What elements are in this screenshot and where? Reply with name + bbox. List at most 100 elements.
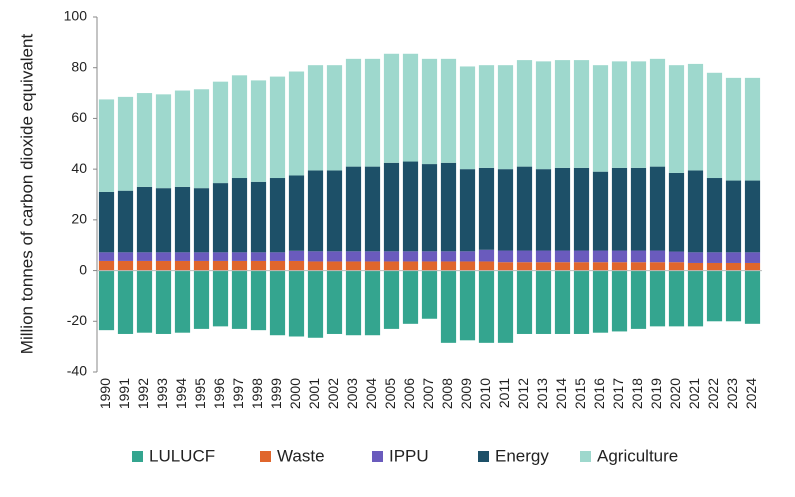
y-tick-label: 80 [71,58,87,74]
bar-segment [307,170,324,252]
bar-segment [136,93,153,187]
bar-segment [516,60,533,167]
bar-segment [98,191,115,253]
y-tick-label: -40 [67,363,87,379]
x-tick-label: 2007 [420,378,436,409]
y-tick-label: 60 [71,109,87,125]
bar-segment [136,252,153,261]
x-tick-label: 2024 [743,378,759,409]
x-tick-label: 2002 [325,378,341,409]
bar-segment [554,270,571,334]
bar-segment [611,262,628,271]
x-tick-label: 2011 [496,378,512,408]
legend-label: Agriculture [597,446,678,465]
bar-segment [649,58,666,167]
bar-segment [440,270,457,343]
bar-segment [383,53,400,163]
bar-segment [307,270,324,338]
bar-segment [250,252,267,261]
bar-segment [402,270,419,324]
bar-segment [649,262,666,271]
bar-segment [174,260,191,271]
bar-segment [459,251,476,262]
bar-segment [345,251,362,262]
bar-segment [98,99,115,192]
bar-segment [554,250,571,263]
bar-segment [668,262,685,271]
bar-segment [155,252,172,261]
bar-segment [611,61,628,168]
bar-segment [687,170,704,253]
x-tick-label: 2021 [686,378,702,409]
bar-segment [497,169,514,251]
bar-segment [440,162,457,252]
x-tick-label: 2014 [553,378,569,409]
bar-segment [231,75,248,179]
bar-segment [649,250,666,263]
bar-segment [535,250,552,263]
y-tick-label: 0 [79,261,87,277]
bar-segment [402,53,419,162]
bar-segment [630,270,647,329]
bar-segment [497,270,514,343]
x-tick-label: 2010 [477,378,493,409]
bar-segment [440,251,457,262]
x-tick-label: 2006 [401,378,417,409]
bar-segment [649,270,666,327]
bar-segment [364,270,381,336]
bar-segment [687,63,704,171]
bar-segment [611,270,628,332]
bar-segment [98,270,115,331]
y-tick-label: -20 [67,312,87,328]
x-tick-label: 2005 [382,378,398,409]
bar-segment [497,65,514,170]
bar-segment [326,251,343,262]
bar-segment [345,270,362,336]
legend-label: Waste [277,446,325,465]
x-tick-label: 2001 [306,378,322,409]
bar-segment [269,260,286,271]
bar-segment [383,270,400,329]
bar-segment [288,175,305,251]
bar-segment [459,169,476,252]
bar-segment [668,251,685,263]
bar-segment [706,178,723,253]
bar-segment [687,270,704,327]
x-tick-label: 1997 [230,378,246,409]
bar-segment [573,167,590,251]
bar-segment [402,161,419,252]
bar-segment [193,89,210,189]
bar-segment [117,252,134,261]
bar-segment [535,169,552,251]
bar-segment [345,58,362,167]
bar-segment [383,251,400,262]
bar-segment [250,80,267,182]
bar-segment [744,270,761,324]
bar-segment [326,170,343,252]
bar-segment [250,181,267,253]
bar-segment [136,270,153,333]
x-tick-label: 1993 [154,378,170,409]
x-tick-label: 2022 [705,378,721,409]
bar-segment [573,60,590,168]
bar-segment [611,167,628,251]
bar-segment [478,249,495,262]
bar-segment [744,77,761,181]
bar-segment [193,252,210,261]
x-tick-label: 2016 [591,378,607,409]
bar-segment [364,166,381,252]
bar-segment [307,251,324,262]
bar-segment [554,60,571,168]
x-tick-label: 1995 [192,378,208,409]
bar-segment [307,261,324,271]
bar-segment [649,166,666,251]
x-tick-label: 2009 [458,378,474,409]
bar-segment [478,261,495,271]
bar-segment [516,250,533,263]
bar-segment [117,260,134,271]
y-axis-label: Million tonnes of carbon dioxide equival… [17,34,36,355]
bar-segment [478,65,495,168]
bar-segment [573,262,590,271]
bar-segment [535,262,552,271]
x-tick-label: 2013 [534,378,550,409]
